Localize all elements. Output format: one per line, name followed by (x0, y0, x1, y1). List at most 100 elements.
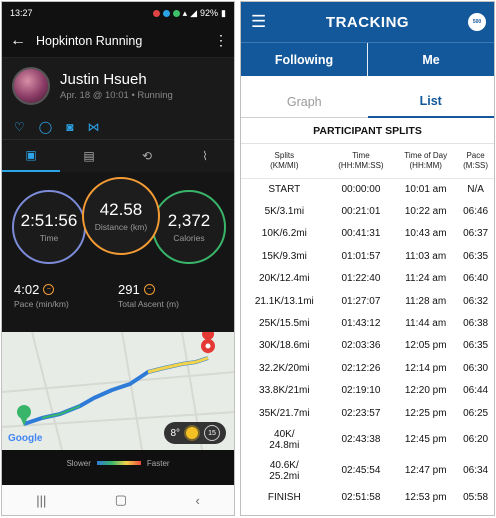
tab-graph[interactable]: Graph (241, 86, 368, 118)
split-name: 40K/24.8mi (269, 428, 300, 451)
tab-list[interactable]: List (367, 86, 494, 118)
finish-pin-icon (202, 332, 215, 354)
split-name: 15K/9.3mi (261, 250, 307, 262)
split-pace: 06:37 (463, 228, 489, 240)
chart-tab-icon[interactable]: ⌇ (202, 149, 208, 163)
laps-tab-icon[interactable]: ⟲ (141, 149, 153, 163)
split-name: 33.8K/21mi (259, 385, 310, 397)
speed-gradient (96, 461, 141, 465)
distance-value: 42.58 (99, 200, 143, 219)
recent-apps-icon[interactable]: ||| (36, 492, 47, 508)
sun-icon (186, 427, 198, 439)
split-name: 10K/6.2mi (261, 228, 307, 240)
pace-value: 4:02 (14, 282, 40, 297)
split-name: 32.2K/20mi (259, 362, 310, 374)
split-name: START (268, 183, 301, 195)
table-row: FINISH 02:51:58 12:53 pm 05:58 (241, 486, 494, 508)
more-options-icon[interactable]: ⋮ (214, 32, 228, 48)
column-header: Pace (M:SS) (457, 144, 494, 179)
finish-pin-center (205, 343, 211, 349)
split-name: 35K/21.7mi (259, 407, 310, 419)
tracking-header: ☰ TRACKING 500 (241, 2, 494, 42)
camera-icon[interactable]: ◙ (66, 119, 74, 134)
split-time: 02:19:10 (341, 385, 381, 397)
table-row: 21.1K/13.1mi 01:27:07 11:28 am 06:32 (241, 290, 494, 312)
table-row: 30K/18.6mi 02:03:36 12:05 pm 06:35 (241, 335, 494, 357)
table-row: 25K/15.5mi 01:43:12 11:44 am 06:38 (241, 312, 494, 334)
column-header-title: Time (352, 150, 370, 160)
table-row: 35K/21.7mi 02:23:57 12:25 pm 06:25 (241, 402, 494, 424)
google-logo-text: Google (8, 433, 43, 444)
status-bar: 13:27 ▴ ◢ 92% ▮ (2, 2, 234, 24)
menu-icon[interactable]: ☰ (251, 12, 267, 31)
activity-meta: Apr. 18 @ 10:01 • Running (60, 90, 173, 101)
split-pace: 06:20 (463, 434, 489, 446)
status-time: 13:27 (10, 8, 33, 18)
activity-tabs: ▣ ▤ ⟲ ⌇ (2, 140, 234, 172)
pace-metric: 4:02 ~ Pace (min/km) (14, 282, 118, 332)
split-time: 01:43:12 (341, 318, 381, 330)
map-attribution: Google (8, 433, 42, 444)
split-pace: 06:35 (463, 250, 489, 262)
nav-back-icon[interactable]: ‹ (195, 492, 200, 508)
split-pace: 06:34 (463, 465, 489, 477)
split-pace: 06:25 (463, 407, 489, 419)
split-time-of-day: 12:25 pm (404, 407, 447, 419)
split-time: 01:22:40 (341, 273, 381, 285)
split-time: 00:00:00 (341, 183, 381, 195)
table-row: 33.8K/21mi 02:19:10 12:20 pm 06:44 (241, 380, 494, 402)
home-icon[interactable]: ▢ (114, 492, 128, 507)
activity-header: Justin Hsueh Apr. 18 @ 10:01 • Running (2, 58, 234, 114)
split-time: 02:12:26 (341, 362, 381, 374)
back-arrow-icon[interactable]: ← (10, 31, 26, 49)
split-time-of-day: 11:44 am (405, 318, 447, 330)
time-value: 2:51:56 (20, 211, 78, 230)
split-pace: 06:38 (463, 318, 489, 330)
logo-icon: 500 (468, 13, 486, 31)
split-time: 02:51:58 (341, 491, 381, 503)
table-row: 40.6K/25.2mi 02:45:54 12:47 pm 06:34 (241, 455, 494, 486)
split-time: 00:21:01 (341, 206, 381, 218)
split-time: 02:45:54 (341, 465, 381, 477)
split-time: 01:01:57 (341, 250, 381, 262)
section-title: PARTICIPANT SPLITS (241, 118, 494, 144)
secondary-metrics: 4:02 ~ Pace (min/km) 291 ~ Total Ascent (m… (2, 282, 234, 332)
split-pace: 06:44 (463, 385, 489, 397)
legend-slower: Slower (66, 458, 91, 468)
stats-tab-icon[interactable]: ▣ (2, 140, 60, 172)
share-icon[interactable]: ⋈ (87, 119, 100, 134)
table-row: START 00:00:00 10:01 am N/A (241, 178, 494, 200)
calories-ring: 2,372 Calories (152, 190, 226, 264)
legend-faster: Faster (146, 458, 170, 468)
route-map[interactable]: Google 8° 15 (2, 332, 234, 450)
speed-legend: Slower Faster (2, 450, 234, 476)
split-pace: 06:40 (463, 273, 489, 285)
tab-me[interactable]: Me (367, 43, 494, 76)
social-actions: ♡ ◯ ◙ ⋈ (2, 114, 234, 140)
details-tab-icon[interactable]: ▤ (83, 149, 95, 163)
comment-icon[interactable]: ◯ (38, 119, 53, 134)
heart-icon[interactable]: ♡ (14, 119, 25, 134)
calories-value: 2,372 (167, 211, 211, 230)
route-segment (147, 356, 209, 374)
split-name: 21.1K/13.1mi (254, 295, 314, 307)
split-name: 25K/15.5mi (259, 318, 310, 330)
notification-icon (172, 9, 180, 17)
athlete-name: Justin Hsueh (60, 71, 147, 88)
split-name: 30K/18.6mi (259, 340, 310, 352)
ascent-icon: ~ (143, 284, 155, 295)
split-time-of-day: 10:01 am (404, 183, 447, 195)
weather-chip: 8° 15 (164, 422, 226, 444)
table-row: 40K/24.8mi 02:43:38 12:45 pm 06:20 (241, 424, 494, 455)
column-header-unit: (HH:MM:SS) (338, 160, 384, 170)
pace-icon: ~ (43, 284, 55, 295)
split-time-of-day: 12:20 pm (404, 385, 447, 397)
android-nav-bar: ||| ▢ ‹ (2, 485, 234, 515)
tab-following[interactable]: Following (274, 52, 334, 67)
battery-level: 92% (200, 8, 219, 18)
column-header-unit: (HH:MM) (409, 160, 442, 170)
signal-icon: ◢ (190, 7, 198, 18)
avatar[interactable] (12, 67, 50, 105)
split-time-of-day: 11:03 am (405, 250, 447, 262)
table-row: 20K/12.4mi 01:22:40 11:24 am 06:40 (241, 268, 494, 290)
